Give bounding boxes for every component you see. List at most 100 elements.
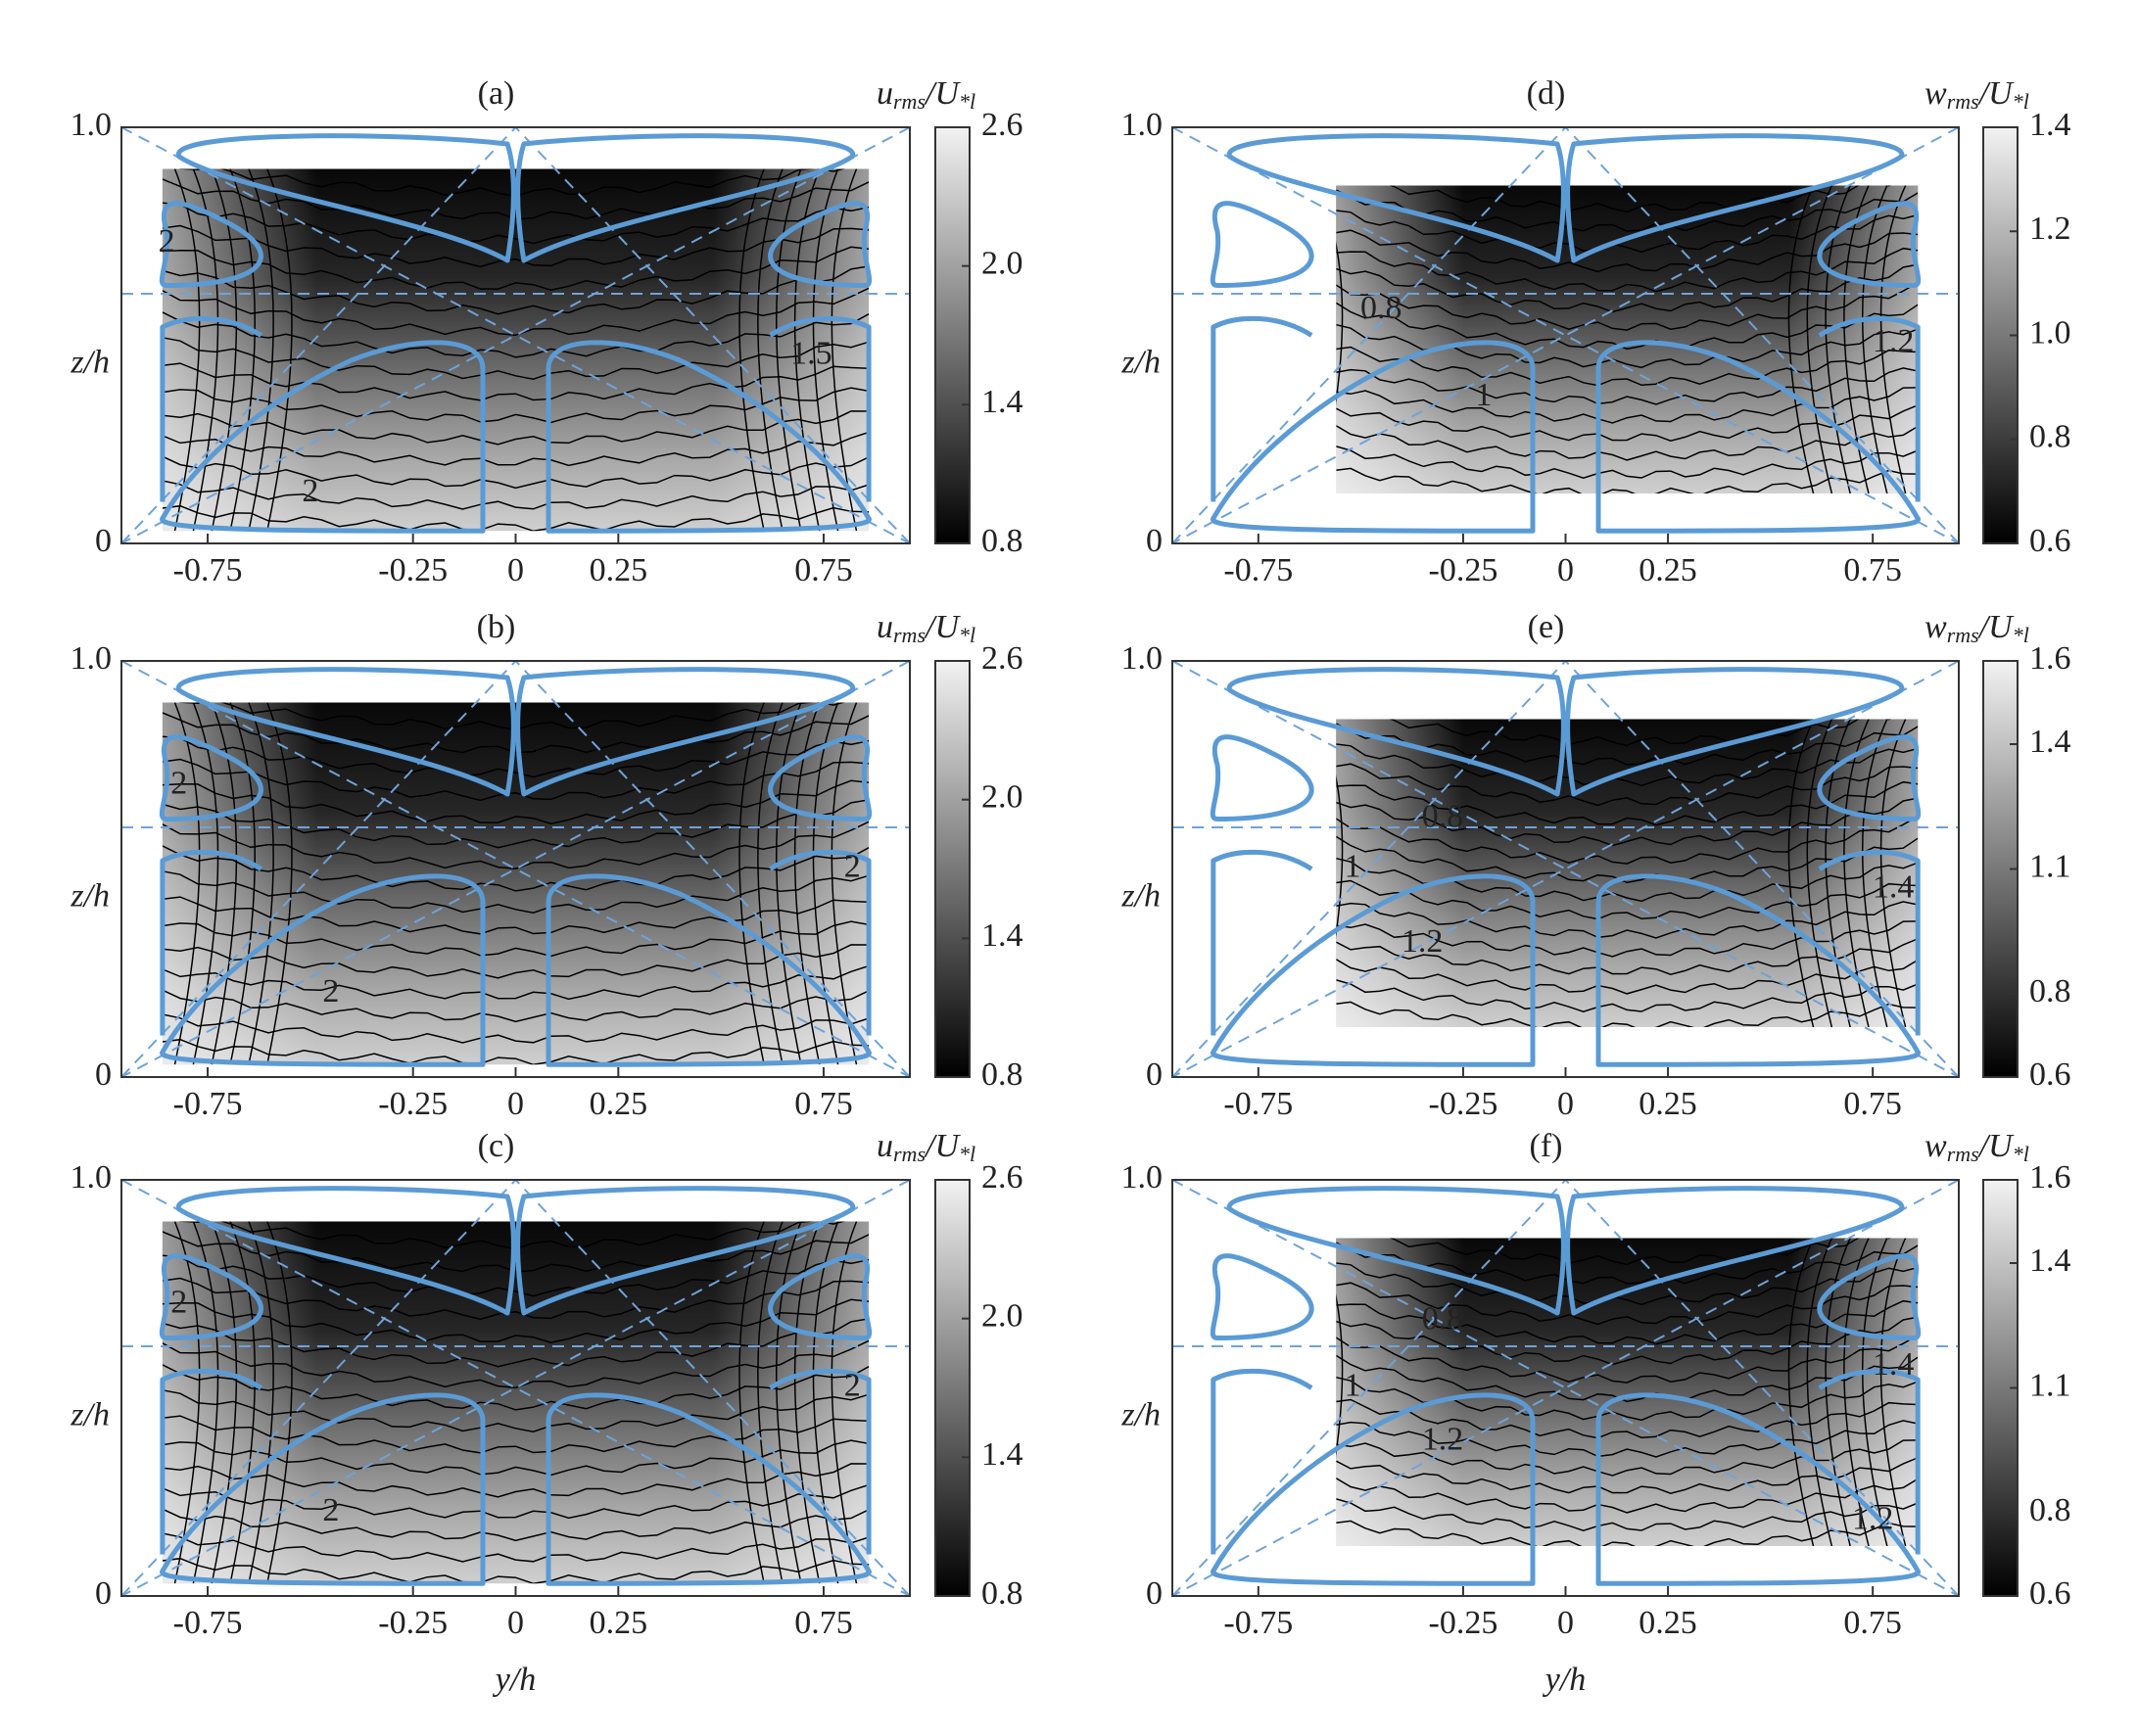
contour-line [229,702,257,1065]
panel-title: (a) [478,75,515,112]
panel-title: (f) [1530,1128,1563,1164]
streamline [160,873,486,1067]
x-tick-label: -0.25 [1429,552,1498,588]
contour-line [1336,1520,1919,1546]
streamline [1817,1253,1922,1340]
x-tick-label: 0.25 [1639,552,1697,588]
guide-line [120,660,911,1078]
panel: 2 2 1.5 -0.75 -0.25 0 0.25 0.75 0 1.0 (a) z/h 0.8 1.4… [70,75,1022,588]
contour-line [1862,1238,1888,1546]
contour-line [162,989,870,1023]
contour-line [1225,186,1250,494]
colorbar-tick-label: 0.6 [2029,523,2071,559]
contour-line [1336,302,1919,351]
contour-line [162,1277,870,1321]
contour-line [1336,1262,1919,1306]
contour-line [1244,1239,1268,1547]
contour-line [162,1231,870,1273]
streamline [160,315,262,502]
guide-line [1171,1179,1960,1597]
contour-label: 1 [1345,848,1361,884]
contour-line [1336,780,1919,826]
contour-line [1244,720,1268,1028]
contour-line [162,845,870,892]
contour-line [162,1508,870,1542]
colorbar-tick-label: 1.4 [2029,724,2071,760]
colorbar-tick-label: 1.2 [2029,211,2071,247]
contour-line [162,1339,870,1389]
streamline [546,340,872,534]
label-part: w [1924,609,1947,645]
label-sub: *l [959,1142,975,1166]
contour-line [162,821,870,870]
label-sub: rms [893,1142,926,1166]
contour-line [162,1415,870,1454]
y-axis-label: z/h [1120,877,1161,914]
contour-line [738,702,765,1065]
colorbar-tick-label: 0.8 [2029,419,2071,455]
contour-label: 2 [170,1284,187,1320]
label-sub: *l [959,89,975,114]
contour-label: 0.8 [1422,1300,1464,1337]
contour-line [1825,719,1851,1027]
contour-line [162,455,870,490]
colorbar-tick-label: 0.8 [981,523,1023,559]
streamline [160,849,262,1036]
contour-line [162,896,870,935]
guide-line [1171,1179,1960,1597]
contour-label: 2 [322,1492,339,1528]
y-tick-label: 0 [95,1056,112,1093]
y-tick-label: 0 [95,523,112,559]
y-tick-label: 1.0 [71,640,113,677]
contour-line [1300,720,1324,1028]
y-tick-label: 0 [1146,1575,1163,1612]
contour-label: 1.2 [1422,1422,1464,1458]
x-tick-label: 0 [507,552,524,588]
contour-line [162,1038,870,1065]
contour-line [162,504,870,532]
colorbar-tick-label: 0.8 [981,1575,1023,1612]
contour-line [162,178,870,220]
streamline [160,1368,262,1555]
y-tick-label: 0 [95,1575,112,1612]
streamline [546,873,872,1067]
panel: 2 2 2 -0.75 -0.25 0 0.25 0.75 0 1.0 (c) z/h y/h 0.8 1.… [70,1128,1022,1698]
y-tick-label: 1.0 [1121,640,1164,677]
contour-line [162,944,870,979]
colorbar-tick-label: 1.4 [981,917,1023,954]
colorbar-tick-label: 2.0 [981,778,1023,815]
streamline [1211,873,1536,1067]
x-axis-label: y/h [493,1662,537,1698]
y-axis-label: z/h [70,877,110,914]
contour-line [1862,719,1888,1027]
x-tick-label: -0.25 [378,1086,448,1122]
contour-line [1336,1398,1919,1439]
streamline [1211,1368,1313,1555]
colorbar-tick-label: 2.6 [981,1159,1023,1196]
contour-line [1825,185,1851,493]
x-tick-label: 0.25 [1639,1605,1697,1641]
contour-line [1806,719,1833,1027]
y-tick-label: 1.0 [71,1159,113,1196]
label-sub: rms [1947,89,1979,114]
guide-line [514,660,911,1078]
colorbar-tick-label: 1.4 [981,1436,1023,1473]
label-part: /U [1977,609,2015,645]
contour-line [775,702,802,1065]
label-part: u [877,1128,893,1164]
colorbar-label: wrms/U*l [1924,609,2029,647]
contour-label: 1.4 [1873,869,1915,906]
contour-line [1336,189,1919,232]
contour-line [162,870,870,914]
contour-line [162,337,870,380]
guide-line [120,126,911,544]
guide-line [1564,126,1960,544]
contour-line [1225,720,1250,1028]
contour-line [1336,1334,1919,1384]
streamline [1211,315,1313,502]
contour-line [1787,185,1815,493]
colorbar-label: urms/U*l [877,75,975,114]
label-part: /U [924,609,961,645]
contour-label: 1.5 [790,336,832,372]
x-tick-label: 0.75 [1843,1086,1902,1122]
